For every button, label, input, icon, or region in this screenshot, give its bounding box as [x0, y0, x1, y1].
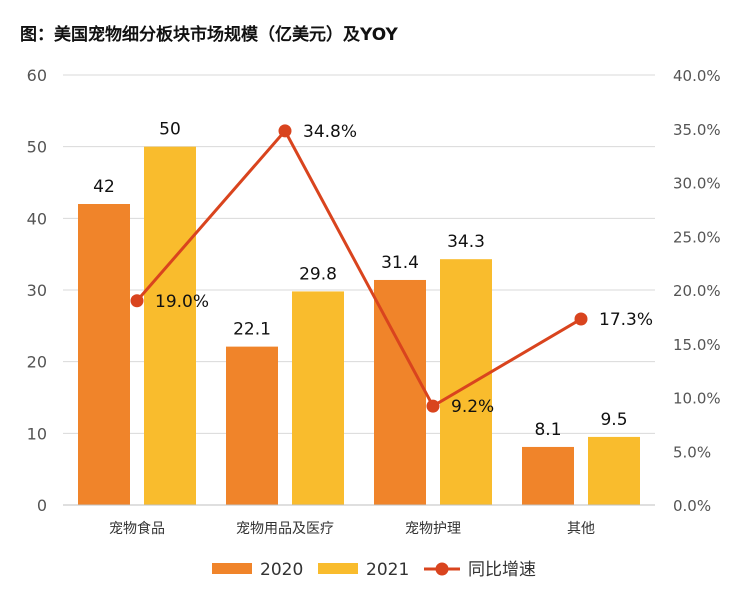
y-tick-label: 20 [27, 353, 47, 372]
bar-value-label: 42 [93, 177, 115, 197]
growth-line-path [135, 128, 582, 409]
legend-marker [435, 562, 449, 576]
y2-tick-label: 5.0% [673, 443, 711, 461]
growth-value-label: 34.8% [303, 122, 357, 142]
bar-value-label: 9.5 [600, 410, 627, 430]
growth-point [426, 399, 440, 413]
y2-tick-label: 15.0% [673, 336, 721, 354]
x-category-label: 宠物食品 [109, 520, 165, 537]
growth-value-label: 9.2% [451, 397, 494, 417]
growth-value-label: 17.3% [599, 310, 653, 330]
y2-tick-label: 25.0% [673, 228, 721, 246]
legend-label: 2021 [366, 560, 409, 580]
bar-2021 [292, 291, 344, 505]
bar-value-label: 34.3 [447, 232, 485, 252]
y2-tick-label: 20.0% [673, 282, 721, 300]
y-tick-label: 60 [27, 66, 47, 85]
gridlines [63, 74, 655, 434]
data-labels: 42 50 22.1 29.8 31.4 34.3 8.1 9.5 19.0% 34.8% 9.2%… [93, 120, 653, 440]
y-tick-label: 10 [27, 424, 47, 443]
x-category-label: 宠物护理 [405, 521, 461, 537]
bar-value-label: 31.4 [381, 253, 419, 273]
bar-value-label: 50 [159, 120, 181, 140]
x-category-label: 宠物用品及医疗 [236, 521, 334, 537]
legend: 2020 2021 同比增速 [212, 560, 536, 580]
y-tick-label: 0 [37, 496, 47, 515]
bar-value-label: 29.8 [299, 264, 337, 284]
growth-line [130, 124, 588, 413]
y-tick-label: 50 [27, 138, 47, 157]
y2-tick-label: 0.0% [673, 497, 711, 515]
bar-2021 [440, 259, 492, 505]
axes: 0 10 20 30 40 50 60 0.0% 5.0% 10.0% 15.0% 20.0% 25.0… [27, 66, 721, 537]
bar-2020 [226, 346, 278, 505]
y2-tick-label: 30.0% [673, 175, 721, 193]
y-tick-label: 30 [27, 281, 47, 300]
bar-2021 [588, 436, 640, 505]
x-category-label: 其他 [567, 521, 595, 537]
y2-tick-label: 10.0% [673, 390, 721, 408]
bar-2020 [78, 204, 130, 505]
growth-point [278, 124, 292, 138]
legend-swatch [212, 563, 252, 574]
y2-tick-label: 40.0% [673, 67, 721, 85]
legend-swatch [318, 563, 358, 574]
bar-value-label: 8.1 [534, 420, 561, 440]
growth-point [574, 312, 588, 326]
y-tick-label: 40 [27, 209, 47, 228]
chart-title: 图：美国宠物细分板块市场规模（亿美元）及YOY [20, 25, 398, 45]
y2-tick-label: 35.0% [673, 121, 721, 139]
bar-2020 [522, 446, 574, 505]
legend-label: 2020 [260, 560, 303, 580]
growth-value-label: 19.0% [155, 292, 209, 312]
growth-point [130, 294, 144, 308]
legend-label: 同比增速 [468, 560, 536, 580]
bar-2021 [144, 146, 196, 505]
bars [78, 146, 640, 505]
bar-2020 [374, 279, 426, 505]
bar-value-label: 22.1 [233, 320, 271, 340]
